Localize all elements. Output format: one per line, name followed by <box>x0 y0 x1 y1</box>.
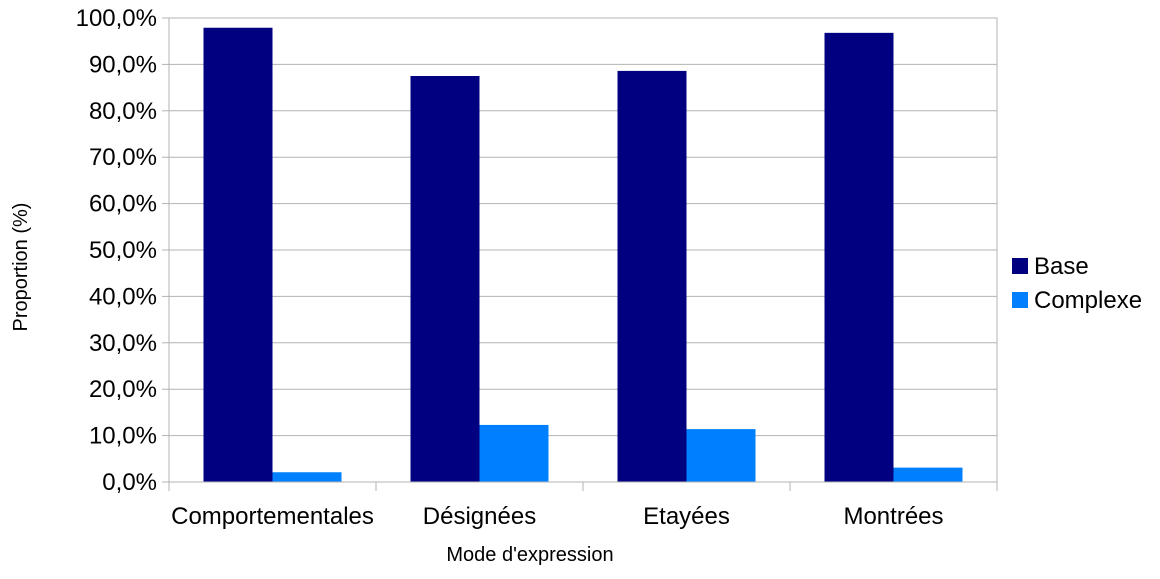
y-tick-label: 70,0% <box>89 144 157 171</box>
x-tick-labels: Comportementales Désignées Etayées Montrées <box>171 503 943 530</box>
bar-complexe-0 <box>272 472 342 482</box>
y-tick-label: 30,0% <box>89 330 157 357</box>
legend: Base Complexe <box>1012 253 1142 314</box>
bar-complexe-3 <box>893 467 963 482</box>
y-tick-label: 50,0% <box>89 237 157 264</box>
bar-complexe-2 <box>686 429 756 482</box>
legend-swatch-base <box>1012 258 1028 274</box>
y-axis-title: Proportion (%) <box>10 203 32 332</box>
axes <box>168 17 998 491</box>
bars <box>203 27 963 483</box>
y-tick-label: 60,0% <box>89 191 157 218</box>
x-tick-label: Etayées <box>643 503 730 530</box>
y-tick-label: 0,0% <box>102 469 157 496</box>
bar-base-0 <box>203 27 273 483</box>
legend-label-complexe: Complexe <box>1034 287 1142 314</box>
x-axis-title: Mode d'expression <box>446 544 613 566</box>
bar-base-1 <box>410 76 480 482</box>
y-tick-label: 80,0% <box>89 98 157 125</box>
y-tick-labels: 0,0% 10,0% 20,0% 30,0% 40,0% 50,0% 60,0% 70,0% 8… <box>76 5 157 496</box>
bar-base-3 <box>824 32 894 483</box>
legend-swatch-complexe <box>1012 292 1028 308</box>
y-tick-label: 100,0% <box>76 5 157 32</box>
x-tick-label: Désignées <box>423 503 536 530</box>
x-tick-label: Montrées <box>843 503 943 530</box>
y-tick-label: 20,0% <box>89 376 157 403</box>
y-tick-label: 90,0% <box>89 51 157 78</box>
x-tick-label: Comportementales <box>171 503 374 530</box>
bar-base-2 <box>617 70 687 483</box>
y-tick-label: 40,0% <box>89 283 157 310</box>
y-tick-label: 10,0% <box>89 423 157 450</box>
legend-label-base: Base <box>1034 253 1089 280</box>
bar-complexe-1 <box>479 424 549 482</box>
